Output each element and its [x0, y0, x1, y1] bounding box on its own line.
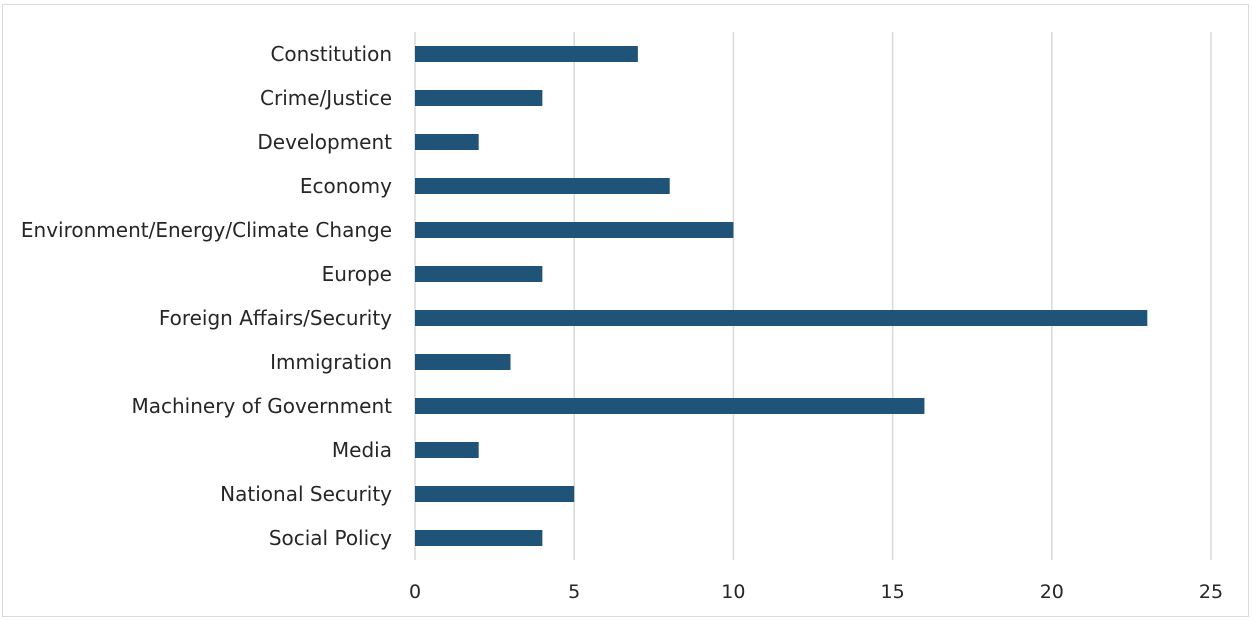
category-label: Immigration: [270, 350, 392, 374]
x-tick-label: 25: [1199, 581, 1223, 603]
category-label: Media: [332, 438, 392, 462]
category-label: National Security: [220, 482, 392, 506]
category-label: Social Policy: [269, 526, 392, 550]
x-tick-label: 15: [881, 581, 905, 603]
category-label: Development: [257, 130, 392, 154]
bar-machinery-of-government: [415, 398, 925, 414]
bars: [415, 46, 1148, 546]
bar-immigration: [415, 354, 511, 370]
gridlines: [414, 32, 1212, 560]
bar-europe: [415, 266, 543, 282]
category-labels: Constitution Crime/Justice Development Econ…: [21, 42, 392, 550]
x-tick-labels: 0 5 10 15 20 25: [409, 581, 1223, 603]
bar-foreign-affairs-security: [415, 310, 1148, 326]
category-label: Environment/Energy/Climate Change: [21, 218, 392, 242]
category-label: Crime/Justice: [260, 86, 392, 110]
category-label: Machinery of Government: [132, 394, 393, 418]
category-label: Constitution: [270, 42, 392, 66]
bar-constitution: [415, 46, 638, 62]
bar-media: [415, 442, 479, 458]
bar-development: [415, 134, 479, 150]
x-tick-label: 0: [409, 581, 421, 603]
x-tick-label: 5: [568, 581, 580, 603]
x-tick-label: 10: [721, 581, 745, 603]
bar-environment-energy-climate-change: [415, 222, 734, 238]
category-label: Economy: [300, 174, 392, 198]
bar-crime-justice: [415, 90, 543, 106]
bar-national-security: [415, 486, 575, 502]
bar-social-policy: [415, 530, 543, 546]
bar-economy: [415, 178, 670, 194]
x-tick-label: 20: [1040, 581, 1064, 603]
category-label: Foreign Affairs/Security: [159, 306, 392, 330]
category-label: Europe: [322, 262, 392, 286]
